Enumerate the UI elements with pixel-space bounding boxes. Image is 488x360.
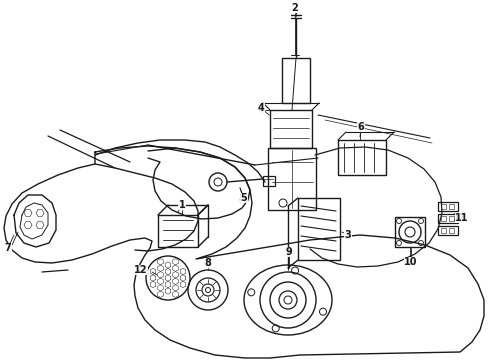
Bar <box>440 216 445 221</box>
Bar <box>437 202 457 211</box>
Text: 9: 9 <box>285 247 292 257</box>
Bar <box>394 217 424 247</box>
Text: 3: 3 <box>344 230 351 240</box>
Text: 7: 7 <box>4 243 11 253</box>
Bar <box>263 176 274 186</box>
Text: 4: 4 <box>257 103 264 113</box>
Text: 3: 3 <box>344 231 351 241</box>
Bar <box>437 226 457 235</box>
Bar <box>448 228 453 233</box>
Text: 2: 2 <box>291 3 298 13</box>
Bar <box>448 204 453 209</box>
Text: 12: 12 <box>135 265 148 275</box>
Text: 1: 1 <box>178 201 185 211</box>
Bar <box>269 110 311 148</box>
Bar <box>337 140 385 175</box>
Bar <box>437 214 457 223</box>
Text: 10: 10 <box>404 257 417 267</box>
Text: 11: 11 <box>452 213 466 223</box>
Text: 7: 7 <box>4 243 11 253</box>
Text: 6: 6 <box>356 123 363 133</box>
Bar <box>440 228 445 233</box>
Text: 11: 11 <box>454 213 468 223</box>
Text: 6: 6 <box>357 122 364 132</box>
Text: 8: 8 <box>204 258 211 268</box>
Text: 9: 9 <box>284 247 291 257</box>
Bar <box>158 215 198 247</box>
Text: 8: 8 <box>204 259 211 269</box>
Bar <box>297 198 339 260</box>
Bar <box>440 204 445 209</box>
Text: 2: 2 <box>292 3 299 13</box>
Text: 4: 4 <box>257 105 264 115</box>
Text: 5: 5 <box>240 193 247 203</box>
Bar <box>267 148 315 210</box>
Bar <box>448 216 453 221</box>
Text: 5: 5 <box>238 193 245 203</box>
Text: 1: 1 <box>178 200 185 210</box>
Text: 12: 12 <box>134 265 147 275</box>
Bar <box>282 58 309 103</box>
Text: 10: 10 <box>403 257 416 267</box>
